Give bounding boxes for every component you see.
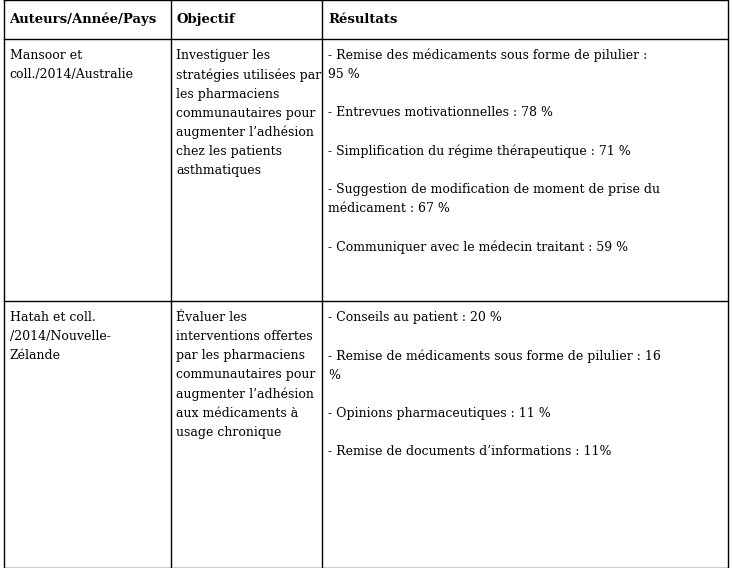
Text: Hatah et coll.
/2014/Nouvelle-
Zélande: Hatah et coll. /2014/Nouvelle- Zélande xyxy=(10,311,111,362)
Text: Auteurs/Année/Pays: Auteurs/Année/Pays xyxy=(10,12,157,26)
Text: - Conseils au patient : 20 %

- Remise de médicaments sous forme de pilulier : 1: - Conseils au patient : 20 % - Remise de… xyxy=(328,311,661,458)
Text: - Remise des médicaments sous forme de pilulier :
95 %

- Entrevues motivationne: - Remise des médicaments sous forme de p… xyxy=(328,49,660,254)
Text: Objectif: Objectif xyxy=(176,13,235,26)
Text: Évaluer les
interventions offertes
par les pharmaciens
communautaires pour
augme: Évaluer les interventions offertes par l… xyxy=(176,311,315,439)
Text: Mansoor et
coll./2014/Australie: Mansoor et coll./2014/Australie xyxy=(10,49,133,81)
Text: Investiguer les
stratégies utilisées par
les pharmaciens
communautaires pour
aug: Investiguer les stratégies utilisées par… xyxy=(176,49,321,177)
Text: Résultats: Résultats xyxy=(328,13,397,26)
